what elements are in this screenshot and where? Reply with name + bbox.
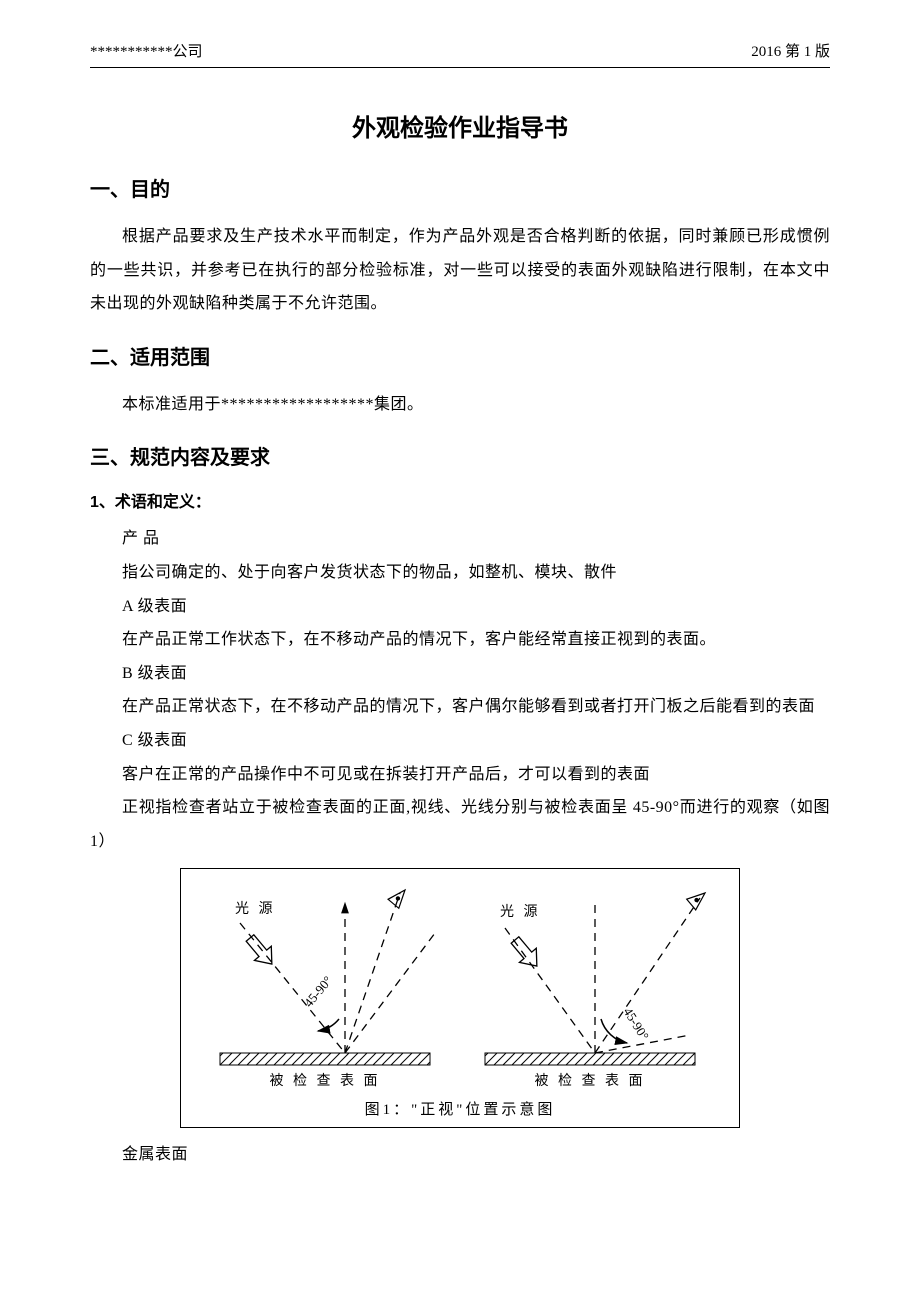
def-b: 在产品正常状态下，在不移动产品的情况下，客户偶尔能够看到或者打开门板之后能看到的… bbox=[90, 690, 830, 724]
def-c: 客户在正常的产品操作中不可见或在拆装打开产品后，才可以看到的表面 bbox=[90, 758, 830, 792]
header-company: ***********公司 bbox=[90, 40, 203, 61]
svg-text:光 源: 光 源 bbox=[235, 901, 276, 917]
def-product: 指公司确定的、处于向客户发货状态下的物品，如整机、模块、散件 bbox=[90, 556, 830, 590]
svg-text:光 源: 光 源 bbox=[500, 904, 541, 920]
header-version: 2016 第 1 版 bbox=[751, 40, 830, 61]
page-header: ***********公司 2016 第 1 版 bbox=[90, 40, 830, 68]
section-3-sub1: 1、术语和定义： bbox=[90, 488, 830, 512]
section-3-heading: 三、规范内容及要求 bbox=[90, 441, 830, 470]
svg-text:被 检 查 表 面: 被 检 查 表 面 bbox=[270, 1073, 381, 1089]
svg-text:被 检 查 表 面: 被 检 查 表 面 bbox=[535, 1073, 646, 1089]
term-b: B 级表面 bbox=[90, 657, 830, 691]
term-metal: 金属表面 bbox=[90, 1138, 830, 1172]
section-1-body: 根据产品要求及生产技术水平而制定，作为产品外观是否合格判断的依据，同时兼顾已形成… bbox=[90, 220, 830, 321]
figure-1-svg: 被 检 查 表 面45-90°光 源被 检 查 表 面45-90°光 源图1："… bbox=[180, 868, 740, 1128]
def-a: 在产品正常工作状态下，在不移动产品的情况下，客户能经常直接正视到的表面。 bbox=[90, 623, 830, 657]
svg-text:图1："正视"位置示意图: 图1："正视"位置示意图 bbox=[365, 1100, 556, 1118]
section-2-heading: 二、适用范围 bbox=[90, 341, 830, 370]
doc-title: 外观检验作业指导书 bbox=[90, 108, 830, 143]
term-product: 产 品 bbox=[90, 522, 830, 556]
figure-1: 被 检 查 表 面45-90°光 源被 检 查 表 面45-90°光 源图1："… bbox=[180, 868, 740, 1128]
term-c: C 级表面 bbox=[90, 724, 830, 758]
section-1-heading: 一、目的 bbox=[90, 173, 830, 202]
term-a: A 级表面 bbox=[90, 590, 830, 624]
section-2-body: 本标准适用于******************集团。 bbox=[90, 388, 830, 422]
def-view: 正视指检查者站立于被检查表面的正面,视线、光线分别与被检表面呈 45-90°而进… bbox=[90, 791, 830, 858]
